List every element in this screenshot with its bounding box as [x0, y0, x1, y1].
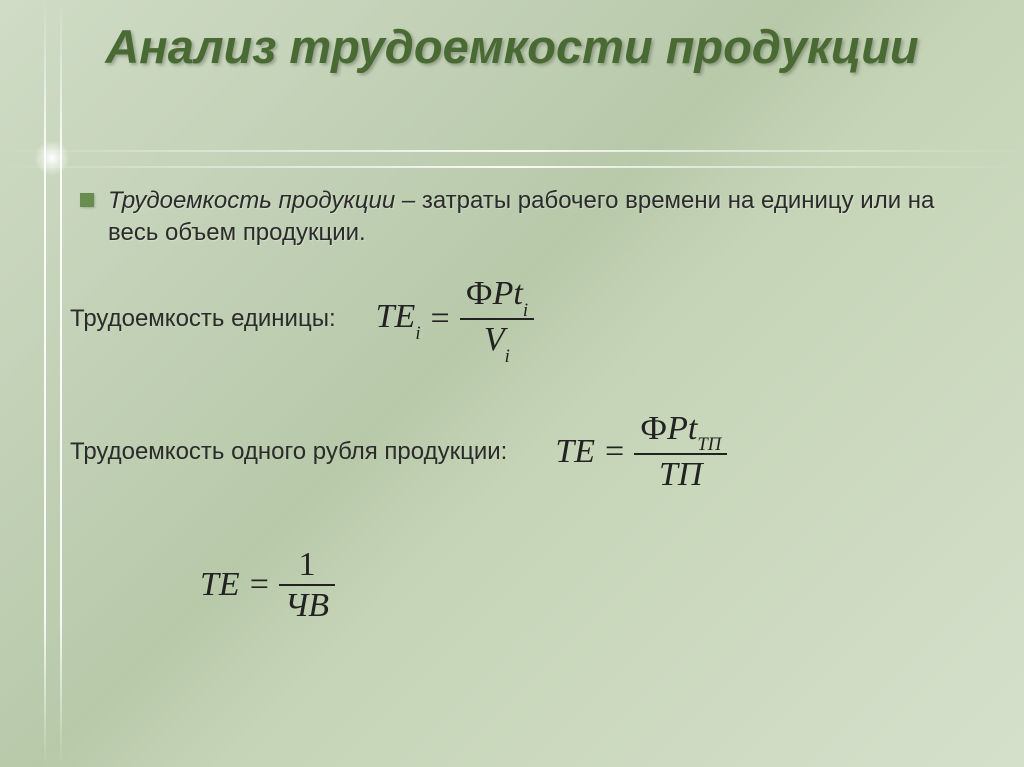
ruble-labor-label: Трудоемкость одного рубля продукции:	[70, 438, 507, 466]
unit-labor-row: Трудоемкость единицы: ТЕi = ФРti Vi	[70, 276, 984, 363]
num-part: t	[688, 410, 697, 447]
formula-fraction: ФРtТП ТП	[634, 411, 727, 493]
num-part: Р	[493, 275, 514, 312]
num-sub: ТП	[697, 434, 721, 455]
den-base: V	[484, 321, 505, 358]
decoration-flare	[34, 140, 70, 176]
formula-eq: =	[250, 566, 269, 604]
ruble-labor-row: Трудоемкость одного рубля продукции: ТЕ …	[70, 411, 984, 493]
num-part: t	[513, 275, 522, 312]
bullet-icon	[80, 193, 94, 207]
inverse-formula-row: ТЕ = 1 ЧВ	[200, 547, 984, 624]
definition-row: Трудоемкость продукции – затраты рабочег…	[80, 185, 984, 250]
decoration-vline	[44, 0, 46, 767]
unit-labor-label: Трудоемкость единицы:	[70, 305, 336, 333]
slide: Анализ трудоемкости продукции Трудоемкос…	[0, 0, 1024, 767]
decoration-hline	[0, 150, 1024, 152]
num-sub: i	[523, 300, 528, 321]
formula-lhs-sub: i	[415, 323, 420, 344]
definition-text: Трудоемкость продукции – затраты рабочег…	[108, 185, 984, 250]
unit-labor-formula: ТЕi = ФРti Vi	[376, 276, 534, 363]
decoration-vline	[60, 0, 62, 767]
fraction-bar	[279, 584, 335, 586]
formula-numerator: ФРti	[460, 276, 534, 316]
formula-fraction: ФРti Vi	[460, 276, 534, 363]
slide-title: Анализ трудоемкости продукции	[0, 18, 1024, 77]
definition-dash: –	[395, 187, 422, 214]
decoration-hline	[0, 166, 1024, 168]
formula-lhs: ТЕ	[200, 566, 240, 604]
num-part: Ф	[640, 410, 667, 447]
slide-content: Трудоемкость продукции – затраты рабочег…	[80, 185, 984, 624]
formula-eq: =	[605, 433, 624, 471]
formula-lhs-base: ТЕ	[376, 298, 416, 335]
formula-eq: =	[431, 300, 450, 338]
formula-denominator: ТП	[653, 457, 708, 493]
ruble-labor-formula: ТЕ = ФРtТП ТП	[555, 411, 727, 493]
formula-denominator: Vi	[478, 322, 516, 362]
formula-numerator: ФРtТП	[634, 411, 727, 451]
num-part: Ф	[466, 275, 493, 312]
formula-lhs: ТЕi	[376, 298, 421, 341]
formula-denominator: ЧВ	[279, 588, 335, 624]
num-part: Р	[667, 410, 688, 447]
formula-lhs: ТЕ	[555, 433, 595, 471]
formula-fraction: 1 ЧВ	[279, 547, 335, 624]
formula-numerator: 1	[292, 547, 321, 583]
definition-term: Трудоемкость продукции	[108, 187, 395, 214]
inverse-formula: ТЕ = 1 ЧВ	[200, 547, 335, 624]
den-sub: i	[505, 346, 510, 367]
